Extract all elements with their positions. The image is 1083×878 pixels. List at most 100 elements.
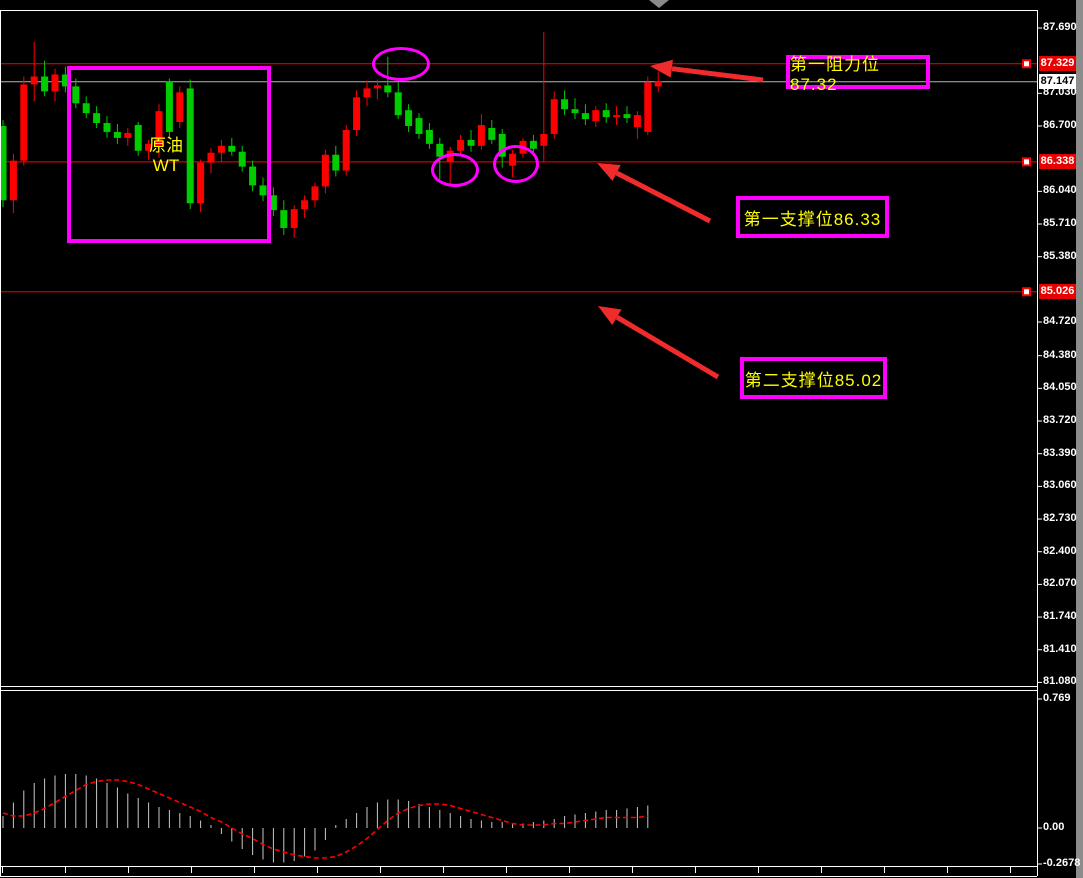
candle-body [155,111,163,146]
candle-body [654,81,662,87]
price-tick-label: 82.730 [1043,512,1077,525]
candle-body [186,88,194,204]
time-axis-ticks [2,867,1037,873]
candle-body [301,200,309,210]
price-axis[interactable]: 87.690 87.030 86.700 86.040 85.710 85.380 84.7… [1038,0,1083,878]
candle-body [20,84,28,161]
resistance-label-box[interactable]: 第一阻力位87.32 [786,55,930,94]
candle-body [561,99,569,110]
symbol-watermark: 原油 WT [136,136,196,176]
indicator-tick-label: 0.769 [1043,692,1071,704]
candle-body [134,125,142,151]
level-price-badge: 85.026 [1039,284,1076,300]
candle-body [145,143,153,151]
candle-body [228,145,236,152]
price-tick-label: 84.050 [1043,381,1077,394]
candle-body [602,110,610,118]
analysis-rectangle[interactable] [67,66,271,243]
candle-body [321,154,329,187]
candle-body [249,166,257,186]
candle-body [176,92,184,123]
candle-body [290,209,298,228]
support2-label-box[interactable]: 第二支撑位85.02 [740,357,887,399]
candle-body [457,139,465,151]
window-bottom-line [0,876,1037,877]
candle-body [103,123,111,132]
candle-body [269,195,277,211]
candle-body [353,97,361,130]
price-tick-label: 82.070 [1043,577,1077,590]
candle-body [405,110,413,127]
price-tick-label: 82.400 [1043,544,1077,557]
panel-separator-top[interactable] [0,686,1037,687]
price-tick-label: 81.740 [1043,610,1077,623]
resistance-label-text: 第一阻力位87.32 [790,54,880,94]
candle-body [217,145,225,153]
candle-body [93,113,101,124]
candle-body [571,109,579,114]
price-tick-label: 87.030 [1043,86,1077,99]
current-price-badge: 87.147 [1039,74,1076,90]
resistance-touch-ellipse[interactable] [372,47,430,81]
indicator-tick-label: -0.2678 [1043,857,1081,869]
candle-body [467,139,475,146]
level-price-badge: 86.338 [1039,154,1076,170]
candle-body [342,129,350,171]
support-touch-ellipse-1[interactable] [431,153,479,187]
support1-line-handle[interactable] [1022,157,1031,167]
chart-frame-top [0,10,1037,11]
candle-body [197,162,205,204]
candle-body [238,151,246,167]
candle-body [124,132,132,138]
candle-body [592,110,600,122]
candle-body [9,160,17,201]
support2-label-text: 第二支撑位85.02 [744,370,883,390]
macd-signal-line [2,779,648,859]
price-tick-label: 83.060 [1043,479,1077,492]
candle-body [30,76,38,85]
symbol-watermark-line1: 原油 [149,136,183,155]
support1-label-text: 第一支撑位86.33 [743,209,882,229]
candle-body [207,152,215,163]
window-edge-strip [1076,0,1083,878]
price-tick-label: 83.390 [1043,446,1077,459]
support2-line-handle[interactable] [1022,287,1031,297]
candle-body [529,140,537,149]
candle-body [363,88,371,98]
candle-body [259,185,267,196]
candle-body [113,131,121,138]
support1-label-box[interactable]: 第一支撑位86.33 [736,196,889,238]
candle-body [373,85,381,89]
indicator-panel-bottom [0,866,1037,867]
candle-body [280,210,288,228]
level-price-badge: 87.329 [1039,56,1076,72]
candle-body [436,143,444,157]
chart-frame-left [0,10,1,876]
price-tick-label: 85.710 [1043,217,1077,230]
price-tick-label: 86.700 [1043,119,1077,131]
candle-body [72,86,80,104]
indicator-tick-label: 0.00 [1043,821,1065,833]
candle-body [311,186,319,201]
candle-body [540,133,548,146]
candle-body [477,125,485,146]
price-tick-label: 86.040 [1043,184,1077,197]
candle-body [550,99,558,134]
price-tick-label: 81.080 [1043,675,1077,688]
resistance1-line-handle[interactable] [1022,59,1031,69]
candle-body [82,103,90,114]
support-touch-ellipse-2[interactable] [493,145,539,183]
price-tick-label: 85.380 [1043,249,1077,262]
candle-body [633,115,641,127]
candle-body [425,129,433,144]
candle-body [61,74,69,87]
candle-body [394,92,402,116]
chart-frame-right [1037,10,1038,876]
chart-shift-marker-icon[interactable] [649,0,669,8]
candle-body [498,133,506,157]
price-tick-label: 83.720 [1043,414,1077,427]
price-tick-label: 84.720 [1043,315,1077,328]
candle-body [613,115,621,118]
panel-separator-bottom[interactable] [0,690,1037,691]
